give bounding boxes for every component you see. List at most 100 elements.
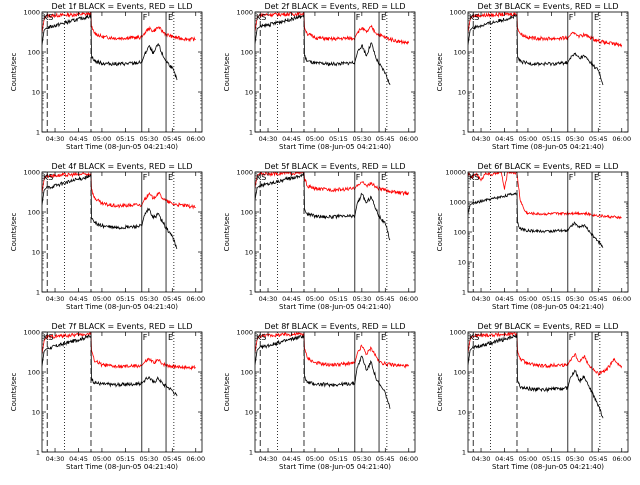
series-line-lld: [255, 12, 410, 46]
x-tick-label: 05:15: [542, 135, 561, 143]
series-line-events: [42, 334, 178, 397]
x-axis-label: Start Time (08-Jun-05 04:21:40): [66, 143, 178, 151]
x-tick-label: 06:00: [186, 135, 205, 143]
x-tick-label: 05:45: [163, 295, 182, 303]
x-tick-label: 05:15: [116, 455, 135, 463]
series-line-events: [42, 174, 178, 250]
y-tick-label: 1000: [449, 329, 466, 337]
series-line-lld: [468, 172, 622, 220]
chart-title: Det 5f BLACK = Events, RED = LLD: [264, 162, 405, 171]
chart-title: Det 1f BLACK = Events, RED = LLD: [51, 2, 192, 11]
x-tick-label: 05:45: [376, 455, 395, 463]
y-axis-label: Counts/sec: [223, 213, 231, 252]
y-tick-label: 1000: [449, 9, 466, 17]
marker-label-e: E: [381, 173, 386, 182]
x-tick-label: 05:00: [93, 295, 112, 303]
marker-label-e: E: [168, 173, 173, 182]
x-tick-label: 04:45: [69, 295, 88, 303]
marker-label-f: F: [569, 13, 574, 22]
x-tick-label: 05:15: [116, 135, 135, 143]
marker-label-e: E: [594, 173, 599, 182]
x-tick-label: 05:45: [376, 135, 395, 143]
y-tick-label: 1: [249, 129, 253, 137]
y-tick-label: 1000: [23, 9, 40, 17]
x-tick-label: 06:00: [612, 135, 631, 143]
y-tick-label: 100: [454, 369, 466, 377]
series-line-lld: [255, 332, 410, 369]
y-tick-label: 10000: [445, 169, 466, 177]
y-tick-label: 1: [462, 129, 466, 137]
x-tick-label: 05:30: [139, 135, 158, 143]
y-axis-label: Counts/sec: [223, 373, 231, 412]
chart-panel-3: Det 3f BLACK = Events, RED = LLD F E KS 1 10 1…: [436, 2, 631, 151]
y-tick-label: 100: [241, 369, 253, 377]
series-line-events: [255, 14, 391, 86]
chart-panel-5: Det 5f BLACK = Events, RED = LLD F E KS 1 10 1…: [223, 162, 418, 311]
series-line-events: [468, 13, 604, 86]
y-tick-label: 1000: [236, 169, 253, 177]
series-line-events: [42, 13, 178, 81]
marker-label-f: F: [569, 333, 574, 342]
chart-panel-2: Det 2f BLACK = Events, RED = LLD F E KS 1 10 1…: [223, 2, 418, 151]
y-tick-label: 10: [458, 259, 466, 267]
x-tick-label: 05:45: [589, 295, 608, 303]
y-tick-label: 1: [36, 449, 40, 457]
x-tick-label: 05:30: [139, 295, 158, 303]
x-tick-label: 05:45: [589, 135, 608, 143]
y-tick-label: 10: [32, 89, 40, 97]
marker-label-e: E: [594, 333, 599, 342]
series-line-events: [468, 192, 604, 248]
x-tick-label: 04:45: [282, 135, 301, 143]
x-tick-label: 05:00: [519, 135, 538, 143]
x-tick-label: 04:45: [495, 135, 514, 143]
series-line-lld: [468, 332, 623, 377]
y-tick-label: 1000: [23, 329, 40, 337]
chart-title: Det 2f BLACK = Events, RED = LLD: [264, 2, 405, 11]
chart-title: Det 7f BLACK = Events, RED = LLD: [51, 322, 192, 331]
y-tick-label: 1: [36, 289, 40, 297]
x-tick-label: 05:30: [565, 295, 584, 303]
corner-label: KS: [469, 13, 479, 22]
chart-panel-9: Det 9f BLACK = Events, RED = LLD F E KS 1 10 1…: [436, 322, 631, 471]
x-tick-label: 06:00: [399, 295, 418, 303]
chart-title: Det 9f BLACK = Events, RED = LLD: [477, 322, 618, 331]
x-tick-label: 05:15: [329, 295, 348, 303]
axes-frame: [467, 331, 629, 453]
x-tick-label: 06:00: [186, 455, 205, 463]
x-axis-label: Start Time (08-Jun-05 04:21:40): [492, 303, 604, 311]
chart-panel-6: Det 6f BLACK = Events, RED = LLD F E KS 1 10 1…: [436, 162, 631, 311]
y-tick-label: 1: [36, 129, 40, 137]
x-axis-label: Start Time (08-Jun-05 04:21:40): [492, 143, 604, 151]
x-tick-label: 05:00: [519, 295, 538, 303]
x-tick-label: 04:45: [495, 295, 514, 303]
x-tick-label: 05:00: [306, 295, 325, 303]
axes-frame: [41, 171, 203, 293]
x-tick-label: 04:30: [472, 135, 491, 143]
y-tick-label: 1: [249, 449, 253, 457]
axes-frame: [41, 331, 203, 453]
x-tick-label: 05:15: [542, 295, 561, 303]
corner-label: KS: [43, 173, 53, 182]
marker-label-f: F: [143, 173, 148, 182]
y-tick-label: 100: [241, 209, 253, 217]
x-tick-label: 05:00: [306, 135, 325, 143]
x-tick-label: 06:00: [399, 135, 418, 143]
y-tick-label: 10: [245, 249, 253, 257]
x-tick-label: 06:00: [186, 295, 205, 303]
x-tick-label: 05:45: [163, 135, 182, 143]
corner-label: KS: [43, 333, 53, 342]
marker-label-f: F: [143, 13, 148, 22]
x-tick-label: 05:30: [139, 455, 158, 463]
x-tick-label: 05:15: [116, 295, 135, 303]
chart-title: Det 6f BLACK = Events, RED = LLD: [477, 162, 618, 171]
y-tick-label: 10: [32, 249, 40, 257]
x-tick-label: 04:45: [69, 455, 88, 463]
series-line-events: [255, 334, 391, 409]
marker-label-f: F: [356, 13, 361, 22]
x-tick-label: 05:45: [163, 455, 182, 463]
x-axis-label: Start Time (08-Jun-05 04:21:40): [492, 463, 604, 471]
corner-label: KS: [469, 173, 479, 182]
x-tick-label: 04:30: [46, 295, 65, 303]
x-tick-label: 04:45: [495, 455, 514, 463]
